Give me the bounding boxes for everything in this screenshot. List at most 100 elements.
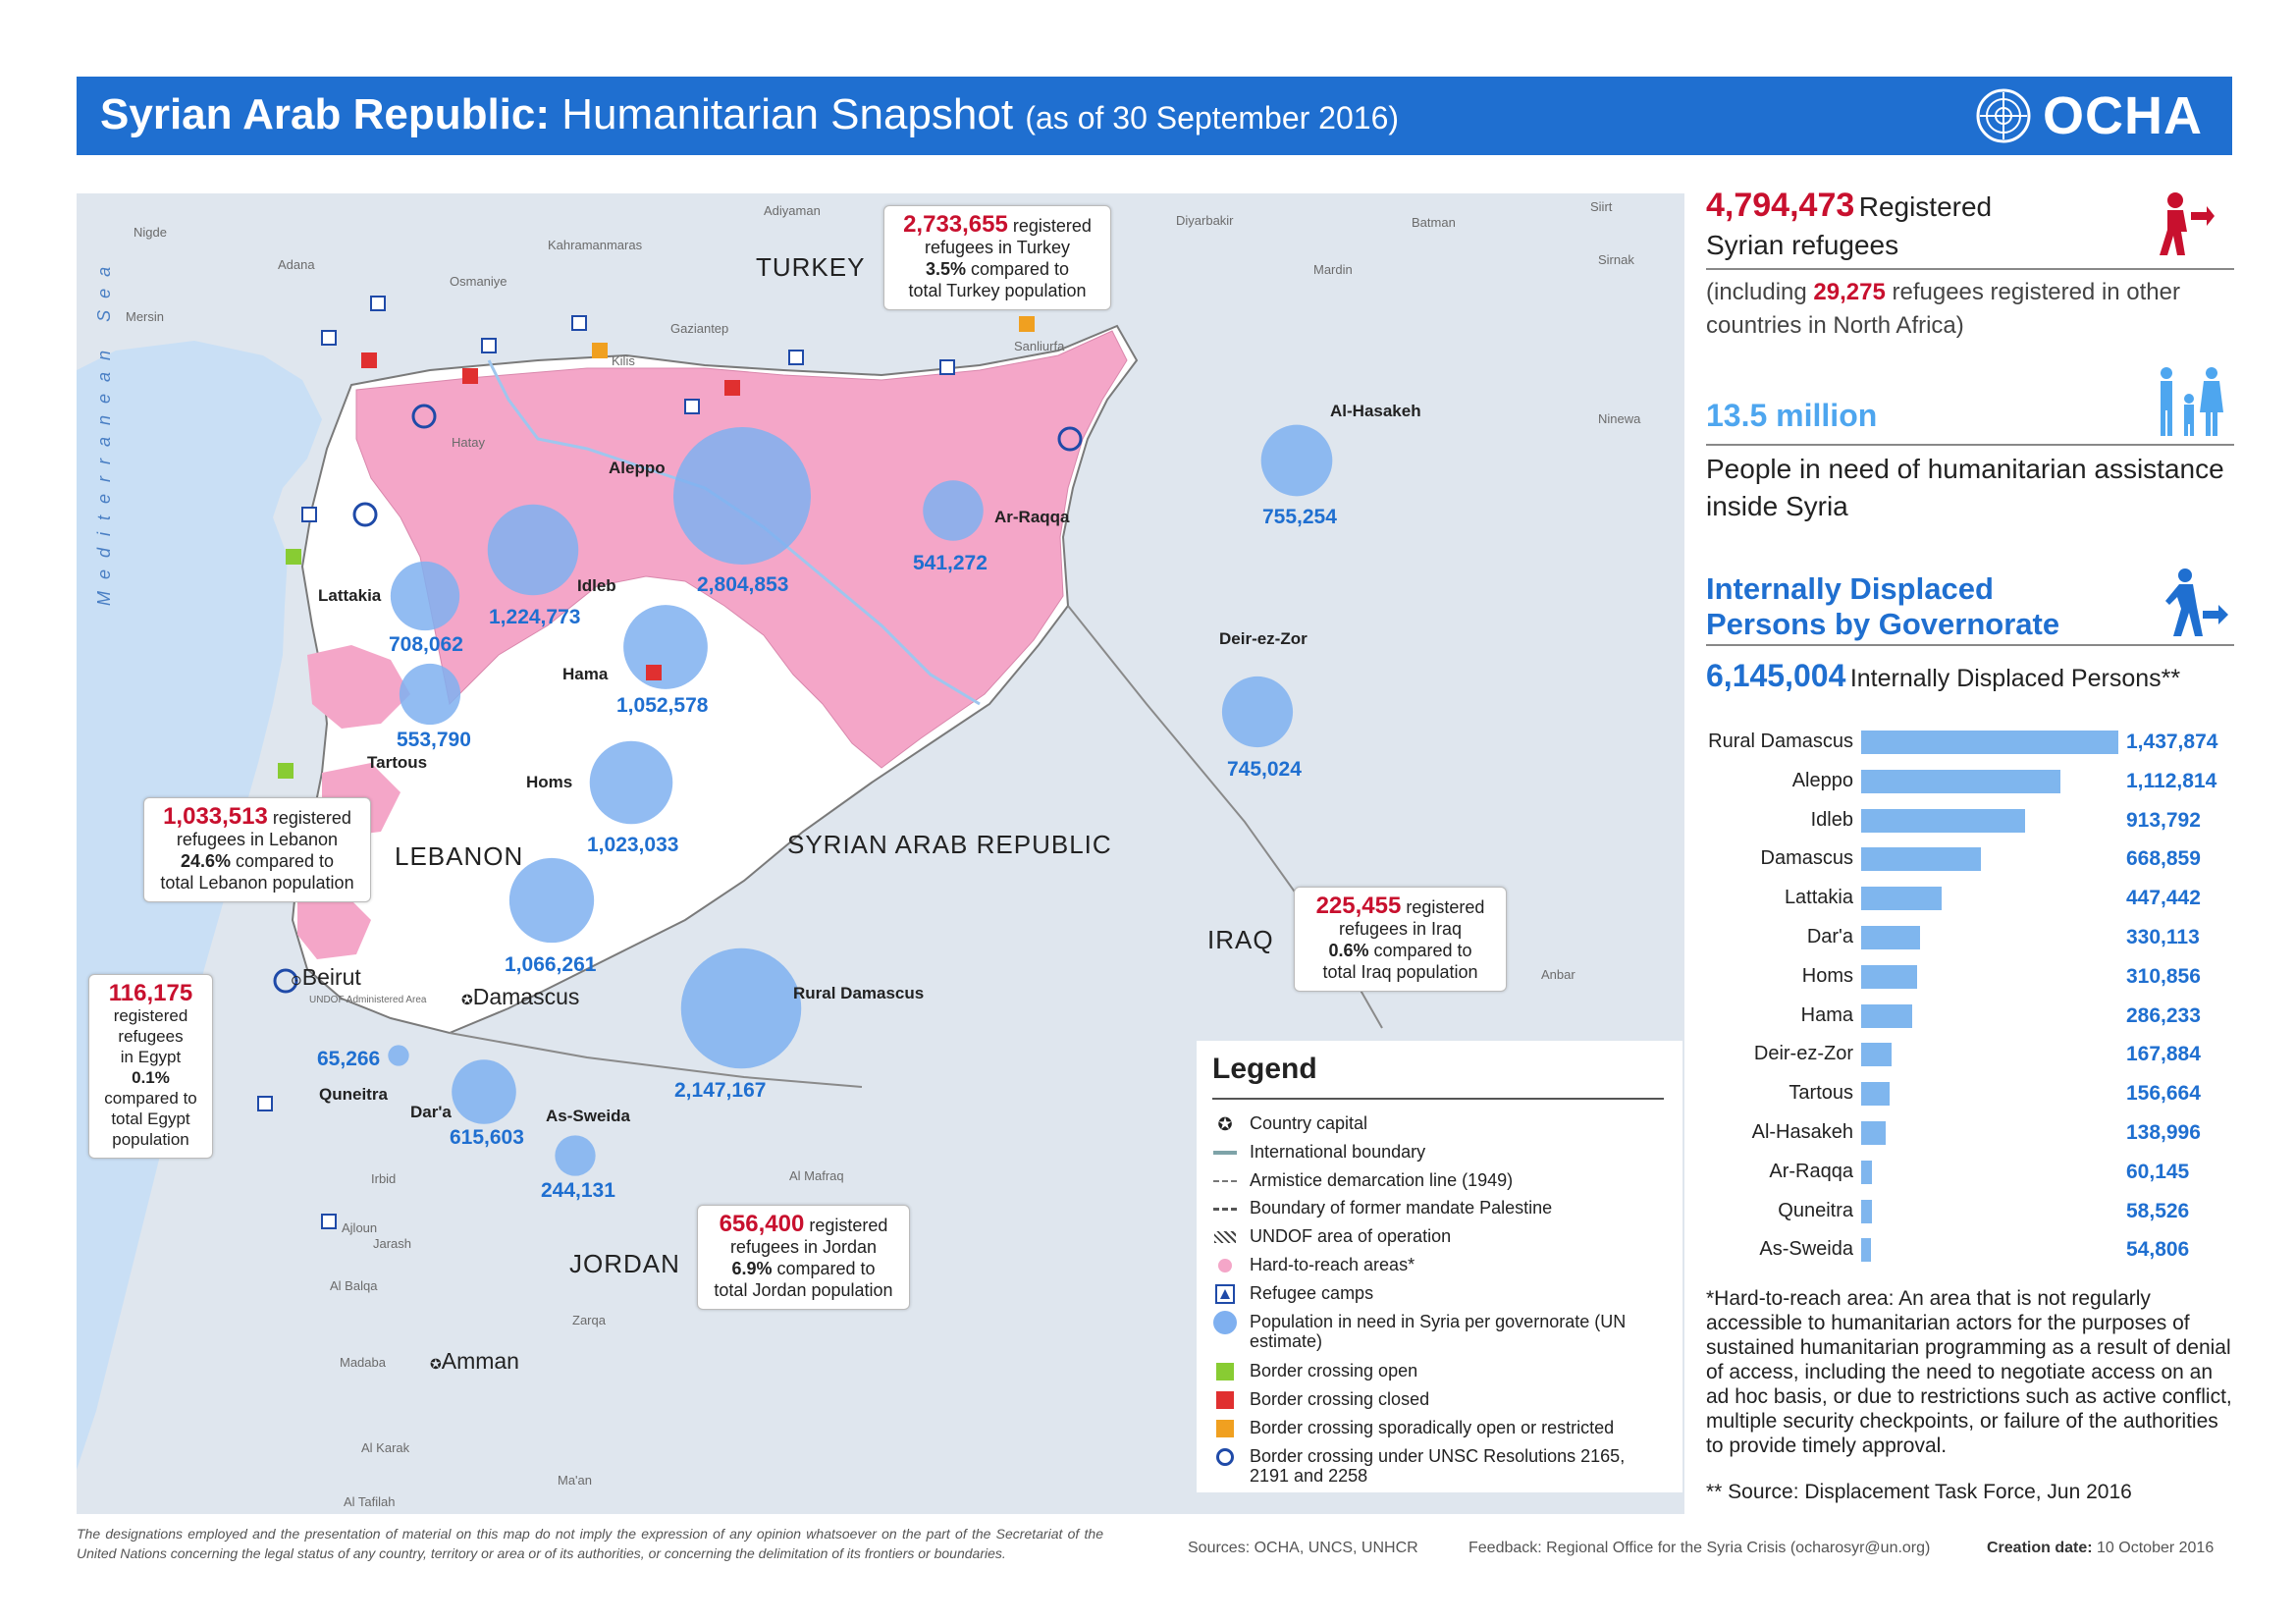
country-label-lebanon: LEBANON xyxy=(395,841,524,871)
divider xyxy=(1706,268,2234,270)
other-refugees-note-line2: countries in North Africa) xyxy=(1706,312,1964,339)
population-circle-icon xyxy=(1212,1311,1238,1334)
border-crossing-open-icon xyxy=(286,549,301,565)
idp-bar-value: 447,442 xyxy=(2126,887,2201,910)
refugee-camp-icon xyxy=(684,399,700,414)
legend-item: Border crossing open xyxy=(1212,1361,1417,1382)
population-circle xyxy=(388,1045,409,1066)
idp-bar-label: Tartous xyxy=(1789,1082,1853,1105)
place-label: Al Balqa xyxy=(330,1278,378,1293)
place-label: Al Tafilah xyxy=(344,1494,396,1509)
country-label-iraq: IRAQ xyxy=(1207,925,1274,954)
title-banner: Syrian Arab Republic: Humanitarian Snaps… xyxy=(77,77,2232,155)
unsc-crossing-icon xyxy=(1212,1446,1238,1468)
idp-bar-row: Hama 286,233 xyxy=(1706,1002,2236,1030)
idp-bar-label: Aleppo xyxy=(1791,769,1853,791)
gov-label: Al-Hasakeh xyxy=(1330,402,1421,420)
population-circle xyxy=(452,1059,516,1124)
idp-bar xyxy=(1861,1082,1890,1107)
population-circle xyxy=(555,1135,596,1176)
legend-item: Refugee camps xyxy=(1212,1283,1373,1305)
idp-bar-row: As-Sweida 54,806 xyxy=(1706,1236,2236,1264)
place-label: Mardin xyxy=(1313,262,1353,277)
capital-amman: ✪Amman xyxy=(430,1348,519,1374)
place-label: Nigde xyxy=(133,225,167,240)
idp-bar-value: 310,856 xyxy=(2126,964,2201,988)
idp-bar-row: Deir-ez-Zor 167,884 xyxy=(1706,1041,2236,1068)
population-circle xyxy=(923,480,984,541)
source-note: ** Source: Displacement Task Force, Jun … xyxy=(1706,1481,2132,1503)
border-crossing-open-icon xyxy=(1212,1361,1238,1382)
place-label: Irbid xyxy=(371,1171,397,1186)
place-label: Ajloun xyxy=(342,1220,378,1235)
idp-bar-row: Damascus 668,859 xyxy=(1706,845,2236,873)
idp-bar-row: Idleb 913,792 xyxy=(1706,807,2236,835)
legend-divider xyxy=(1212,1098,1664,1100)
idp-bar-row: Tartous 156,664 xyxy=(1706,1080,2236,1108)
border-crossing-closed-icon xyxy=(1212,1389,1238,1411)
legend-item: UNDOF area of operation xyxy=(1212,1226,1451,1248)
gov-value: 2,804,853 xyxy=(697,573,789,596)
idp-bar xyxy=(1861,964,1917,989)
gov-value: 1,023,033 xyxy=(587,834,679,856)
gov-value: 615,603 xyxy=(450,1126,524,1149)
ocha-wordmark: OCHA xyxy=(2043,86,2203,145)
population-circle xyxy=(508,857,595,944)
idp-bar-value: 58,526 xyxy=(2126,1199,2190,1222)
divider xyxy=(1706,444,2234,446)
gov-value: 755,254 xyxy=(1262,506,1337,528)
syria-map: Mediterranean Sea Nigde Adana Mersin Osm… xyxy=(77,193,1684,1514)
idp-bar-row: Ar-Raqqa 60,145 xyxy=(1706,1159,2236,1186)
idp-bar xyxy=(1861,1160,1872,1184)
place-label: Sanliurfa xyxy=(1014,339,1065,353)
idp-bar xyxy=(1861,1121,1887,1145)
population-circle xyxy=(623,605,708,689)
place-label: Ma'an xyxy=(558,1473,593,1488)
idp-bar-label: Hama xyxy=(1800,1003,1853,1026)
gov-label: Rural Damascus xyxy=(793,984,925,1002)
armistice-line-icon xyxy=(1212,1170,1238,1192)
gov-value: 1,052,578 xyxy=(616,694,709,717)
gov-label: Tartous xyxy=(367,753,428,772)
idp-bar xyxy=(1861,1003,1913,1028)
idp-bar-value: 156,664 xyxy=(2126,1082,2201,1106)
idp-bar-label: Damascus xyxy=(1760,847,1853,870)
idp-bar-value: 54,806 xyxy=(2126,1238,2190,1262)
border-crossing-restricted-icon xyxy=(1019,316,1035,332)
country-capital-icon: ✪ xyxy=(1217,1114,1233,1134)
disclaimer: The designations employed and the presen… xyxy=(77,1526,1103,1561)
refugees-total: 4,794,473 Registered xyxy=(1706,187,1993,224)
refugee-camp-icon xyxy=(939,359,955,375)
gov-value: 65,266 xyxy=(317,1048,381,1070)
legend-item: Border crossing closed xyxy=(1212,1389,1429,1411)
refugee-camp-icon xyxy=(1212,1283,1238,1305)
hard-to-reach-footnote: *Hard-to-reach area: An area that is not… xyxy=(1706,1287,2232,1457)
gov-value: 1,066,261 xyxy=(505,953,597,976)
hard-to-reach-icon xyxy=(1212,1255,1238,1276)
gov-value: 553,790 xyxy=(397,729,471,751)
idp-bar-value: 1,112,814 xyxy=(2126,769,2217,792)
undof-area-icon xyxy=(1212,1226,1238,1248)
idp-bar xyxy=(1861,887,1942,911)
refugee-camp-icon xyxy=(571,315,587,331)
border-crossing-closed-icon xyxy=(724,380,740,396)
idp-bar xyxy=(1861,731,2118,754)
country-label-turkey: TURKEY xyxy=(756,252,866,282)
idp-bar xyxy=(1861,926,1921,949)
idp-walking-icon xyxy=(2165,568,2228,636)
place-label: Madaba xyxy=(340,1355,386,1370)
place-label: Kilis xyxy=(612,353,635,368)
population-circle xyxy=(680,947,802,1069)
refugee-camp-icon xyxy=(321,1214,337,1229)
refugee-camp-icon xyxy=(481,338,497,353)
place-label: Siirt xyxy=(1590,199,1613,214)
place-label: Hatay xyxy=(452,435,485,450)
idp-bar-value: 668,859 xyxy=(2126,847,2201,871)
idp-bar-row: Lattakia 447,442 xyxy=(1706,885,2236,912)
other-refugees-note: (including 29,275 refugees registered in… xyxy=(1706,279,2180,305)
idp-bar-value: 1,437,874 xyxy=(2126,731,2218,753)
idp-bar-label: Lattakia xyxy=(1784,887,1853,909)
family-icon xyxy=(2161,367,2223,436)
population-circle xyxy=(487,504,579,596)
unsc-crossing-icon xyxy=(352,502,378,527)
